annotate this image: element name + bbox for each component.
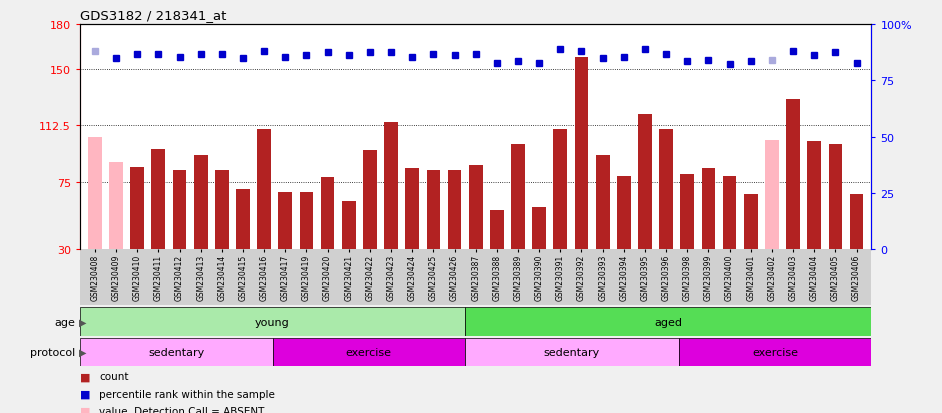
Bar: [469, 166, 482, 250]
Bar: [638, 115, 652, 250]
Bar: [363, 151, 377, 250]
Text: exercise: exercise: [752, 347, 798, 357]
Bar: [152, 150, 165, 250]
Bar: [427, 170, 440, 250]
Bar: [279, 193, 292, 250]
Bar: [554, 130, 567, 250]
Text: ▶: ▶: [79, 317, 87, 327]
Text: aged: aged: [654, 317, 682, 327]
Bar: [575, 58, 589, 250]
Text: ■: ■: [80, 389, 90, 399]
Bar: [236, 190, 250, 250]
Bar: [80, 308, 465, 336]
Bar: [465, 338, 679, 366]
Text: young: young: [255, 317, 290, 327]
Text: count: count: [99, 371, 128, 381]
Text: ■: ■: [80, 406, 90, 413]
Text: protocol: protocol: [30, 347, 75, 357]
Bar: [532, 208, 546, 250]
Bar: [807, 142, 821, 250]
Text: percentile rank within the sample: percentile rank within the sample: [99, 389, 275, 399]
Bar: [320, 178, 334, 250]
Bar: [617, 176, 631, 250]
Bar: [257, 130, 271, 250]
Bar: [490, 211, 504, 250]
Bar: [109, 163, 122, 250]
Bar: [744, 195, 757, 250]
Bar: [680, 175, 694, 250]
Bar: [405, 169, 419, 250]
Text: age: age: [55, 317, 75, 327]
Text: ▶: ▶: [79, 347, 87, 357]
Bar: [787, 100, 800, 250]
Bar: [512, 145, 525, 250]
Bar: [595, 155, 609, 250]
Bar: [88, 137, 102, 250]
Bar: [702, 169, 715, 250]
Bar: [215, 170, 229, 250]
Text: GDS3182 / 218341_at: GDS3182 / 218341_at: [80, 9, 226, 22]
Text: value, Detection Call = ABSENT: value, Detection Call = ABSENT: [99, 406, 265, 413]
Bar: [659, 130, 673, 250]
Text: sedentary: sedentary: [148, 347, 204, 357]
Bar: [447, 170, 462, 250]
Bar: [465, 308, 871, 336]
Text: sedentary: sedentary: [544, 347, 600, 357]
Bar: [765, 140, 779, 250]
Bar: [850, 195, 864, 250]
Bar: [829, 145, 842, 250]
Bar: [723, 176, 737, 250]
Bar: [384, 122, 398, 250]
Text: exercise: exercise: [346, 347, 392, 357]
Bar: [679, 338, 871, 366]
Bar: [80, 338, 272, 366]
Text: ■: ■: [80, 371, 90, 381]
Bar: [130, 167, 144, 250]
Bar: [172, 170, 187, 250]
Bar: [300, 193, 314, 250]
Bar: [342, 202, 356, 250]
Bar: [194, 155, 207, 250]
Bar: [272, 338, 465, 366]
